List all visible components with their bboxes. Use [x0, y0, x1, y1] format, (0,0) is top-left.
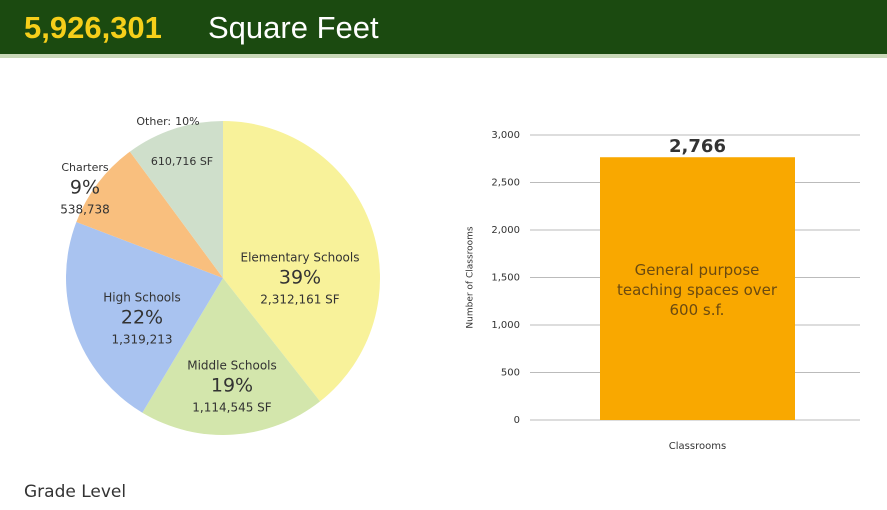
pie-slice [65, 221, 223, 413]
annotation-line: General purpose [635, 261, 760, 279]
slice-label: Other: 10% [136, 115, 199, 128]
pie-slice [76, 151, 224, 278]
y-tick-label: 3,000 [491, 130, 520, 141]
pie-slice [129, 121, 223, 278]
y-tick-label: 1,500 [491, 273, 520, 284]
y-tick-label: 0 [514, 415, 520, 426]
slice-sf: 1,319,213 [111, 333, 172, 347]
slice-name: High Schools [103, 291, 180, 305]
slice-percent: 19% [211, 375, 253, 397]
slice-sf: 2,312,161 SF [260, 293, 340, 307]
header-text: Square Feet [208, 10, 379, 45]
bar [600, 157, 795, 421]
slice-percent: 9% [70, 177, 100, 199]
annotation-line: 600 s.f. [670, 301, 725, 319]
slice-percent: 10% [175, 115, 199, 128]
x-tick-label: Classrooms [669, 441, 726, 452]
y-axis-label: Number of Classrooms [466, 226, 476, 329]
slice-name: Middle Schools [187, 359, 277, 373]
y-tick-label: 1,000 [491, 320, 520, 331]
y-tick-label: 2,500 [491, 178, 520, 189]
slice-sf: 538,738 [60, 203, 110, 217]
slice-sf: 610,716 SF [151, 155, 213, 168]
header: 5,926,301 Square Feet [0, 0, 887, 58]
y-tick-label: 500 [501, 368, 520, 379]
header-number: 5,926,301 [24, 10, 162, 45]
slice-name: Charters [61, 161, 109, 174]
pie-slice [223, 121, 381, 402]
slice-sf: 1,114,545 SF [192, 401, 272, 415]
annotation-line: teaching spaces over [617, 281, 778, 299]
pie-caption: Grade Level [24, 482, 126, 502]
bar-value-label: 2,766 [669, 136, 726, 157]
bar-annotation: General purpose teaching spaces over 600 s… [617, 261, 778, 319]
y-tick-label: 2,000 [491, 225, 520, 236]
slice-percent: 39% [279, 267, 321, 289]
pie-slice [142, 278, 321, 435]
slice-name: Other: [136, 115, 171, 128]
slice-percent: 22% [121, 307, 163, 329]
slice-name: Elementary Schools [241, 251, 360, 265]
